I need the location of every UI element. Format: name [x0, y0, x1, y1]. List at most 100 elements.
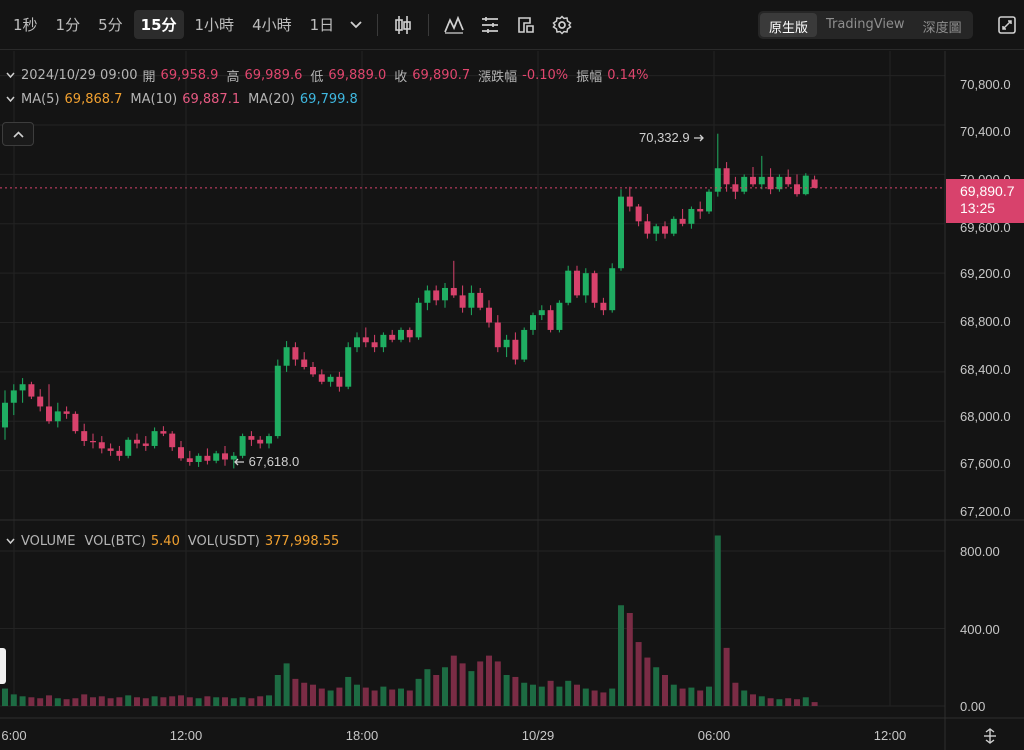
volume-bar: [10, 694, 17, 706]
candle-body: [494, 322, 501, 348]
chart-background: [0, 51, 1024, 750]
volume-bar: [301, 682, 308, 706]
ma-collapse-icon[interactable]: [6, 92, 15, 107]
candle-body: [178, 447, 184, 459]
scroll-handle[interactable]: [0, 648, 6, 684]
interval-5m[interactable]: 5分: [98, 16, 123, 34]
view-depth[interactable]: 深度圖: [922, 21, 962, 36]
candlestick-type-icon[interactable]: [390, 12, 416, 38]
candle-body: [776, 176, 783, 190]
volume-bar: [433, 675, 440, 706]
candle-body: [565, 270, 572, 303]
interval-1s[interactable]: 1秒: [13, 16, 38, 34]
fullscreen-icon[interactable]: [995, 13, 1019, 37]
legend-collapse-icon[interactable]: [6, 68, 15, 83]
candle-body: [63, 411, 70, 414]
volume-bar: [547, 680, 554, 706]
gear-icon[interactable]: [549, 12, 575, 38]
candle-body: [72, 413, 79, 432]
volume-bar: [239, 697, 246, 706]
candle-body: [10, 390, 17, 403]
candle-body: [662, 226, 668, 234]
candle-body: [486, 307, 492, 323]
candle-body: [54, 411, 61, 422]
volume-collapse-icon[interactable]: [6, 534, 15, 549]
volume-bar: [204, 696, 211, 706]
candle-body: [468, 292, 475, 308]
auto-scale-icon[interactable]: [980, 726, 1000, 746]
vol-usdt-value: 377,998.55: [264, 534, 340, 549]
volume-axis-label: 400.00: [960, 622, 1000, 637]
toolbar-divider: [377, 13, 379, 36]
volume-bar: [644, 657, 651, 706]
close-label: 收: [394, 70, 408, 85]
price-axis-label: 69,600.0: [960, 220, 1011, 235]
collapse-indicators-button[interactable]: [2, 122, 34, 146]
candle-body: [151, 431, 158, 446]
candle-body: [222, 453, 228, 460]
volume-bar: [618, 605, 624, 706]
price-chart[interactable]: [0, 51, 1024, 750]
candle-body: [266, 436, 272, 444]
current-price-tag: 69,890.7 13:25: [946, 179, 1024, 223]
volume-bar: [767, 698, 774, 706]
volume-bar: [134, 697, 140, 706]
candle-body: [125, 439, 132, 456]
volume-bar: [195, 698, 202, 706]
candle-body: [274, 365, 281, 437]
indicator-icon[interactable]: [441, 12, 467, 38]
time-axis-label: 6:00: [1, 728, 27, 743]
candle-body: [257, 439, 264, 444]
candle-body: [600, 302, 607, 311]
ma5-label: MA(5): [21, 92, 60, 107]
view-tradingview[interactable]: TradingView: [826, 17, 905, 32]
candle-body: [697, 208, 704, 212]
volume-bar: [574, 684, 580, 706]
volume-bar: [609, 688, 616, 706]
volume-bar: [125, 695, 132, 706]
volume-bar: [283, 663, 290, 706]
interval-1m[interactable]: 1分: [55, 16, 81, 34]
candle-body: [556, 302, 563, 330]
candle-body: [530, 315, 536, 330]
candle-body: [644, 221, 651, 234]
template-icon[interactable]: [513, 12, 539, 38]
volume-bar: [758, 696, 765, 706]
candle-body: [327, 376, 334, 382]
candle-countdown: 13:25: [960, 200, 996, 216]
candle-body: [635, 206, 642, 222]
high-label: 高: [226, 70, 240, 85]
volume-title: VOLUME: [21, 534, 76, 549]
toolbar-divider: [428, 13, 430, 36]
low-annotation: 67,618.0: [233, 454, 299, 469]
volume-bar: [723, 647, 730, 706]
volume-bar: [670, 684, 677, 706]
candle-body: [433, 290, 440, 301]
candle-body: [811, 179, 818, 188]
volume-bar: [274, 675, 281, 706]
candle-body: [371, 342, 378, 348]
price-axis-label: 68,800.0: [960, 314, 1011, 329]
interval-1h[interactable]: 1小時: [194, 16, 235, 34]
volume-axis-label: 0.00: [960, 699, 986, 714]
open-value: 69,958.9: [160, 68, 219, 83]
close-value: 69,890.7: [412, 68, 471, 83]
interval-1d[interactable]: 1日: [309, 16, 335, 34]
change-value: -0.10%: [522, 68, 569, 83]
view-native[interactable]: 原生版: [760, 13, 818, 37]
chevron-down-icon[interactable]: [345, 14, 367, 36]
volume-bar: [714, 535, 721, 706]
candle-body: [609, 268, 616, 311]
volume-bar: [222, 697, 228, 706]
candle-body: [723, 168, 730, 185]
interval-selector: 1秒 1分 5分 15分 1小時 4小時 1日: [0, 10, 367, 39]
candle-body: [547, 310, 554, 330]
interval-15m[interactable]: 15分: [133, 10, 184, 39]
candle-body: [354, 337, 360, 348]
drawing-list-icon[interactable]: [477, 12, 503, 38]
interval-4h[interactable]: 4小時: [252, 16, 292, 34]
volume-bar: [336, 687, 343, 706]
low-annotation-value: 67,618.0: [248, 454, 300, 469]
current-price: 69,890.7: [960, 183, 1015, 199]
candle-body: [81, 431, 88, 442]
